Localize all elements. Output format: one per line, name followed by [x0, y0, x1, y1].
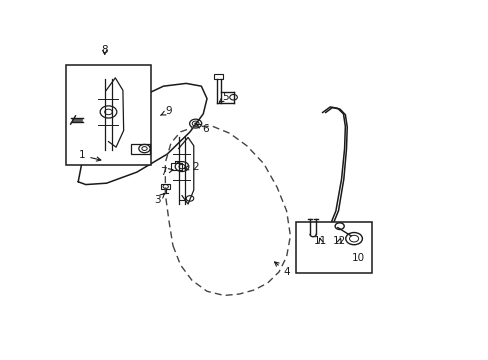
FancyBboxPatch shape — [171, 163, 182, 170]
Text: 6: 6 — [196, 124, 208, 134]
FancyBboxPatch shape — [161, 184, 170, 189]
Text: 4: 4 — [274, 262, 289, 277]
Text: 12: 12 — [332, 237, 346, 246]
Text: 5: 5 — [219, 92, 229, 102]
Text: 9: 9 — [160, 106, 172, 116]
FancyBboxPatch shape — [65, 66, 151, 165]
FancyBboxPatch shape — [296, 222, 371, 273]
Text: 2: 2 — [184, 162, 199, 172]
Text: 3: 3 — [154, 194, 164, 205]
Text: 11: 11 — [313, 237, 326, 246]
Text: 7: 7 — [160, 167, 173, 177]
FancyBboxPatch shape — [214, 74, 223, 79]
Text: 10: 10 — [351, 253, 365, 263]
Circle shape — [194, 123, 196, 125]
Text: 8: 8 — [101, 45, 108, 55]
FancyBboxPatch shape — [131, 144, 150, 153]
Text: 1: 1 — [79, 150, 101, 161]
